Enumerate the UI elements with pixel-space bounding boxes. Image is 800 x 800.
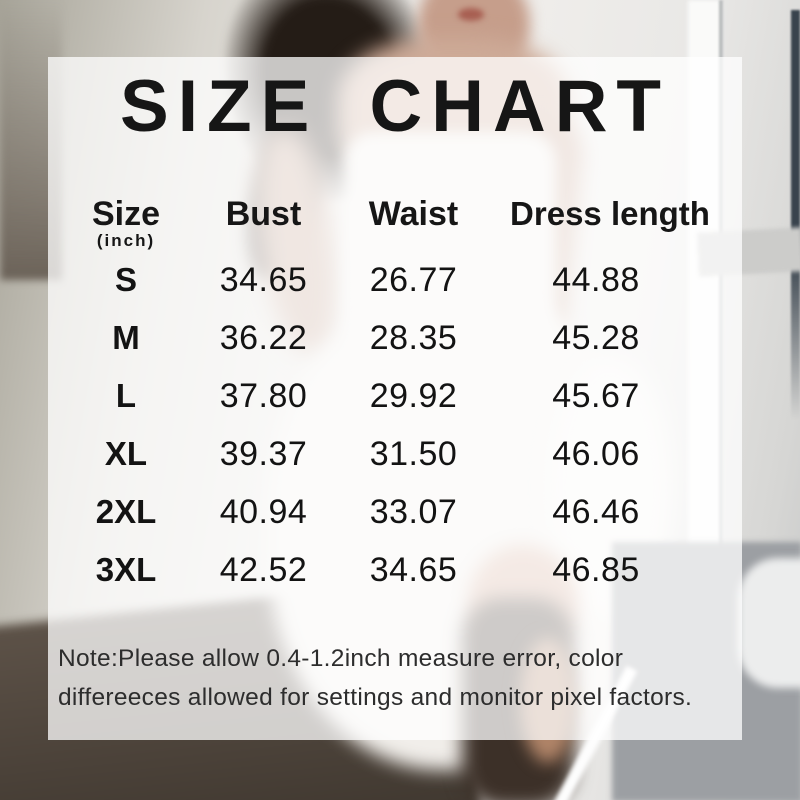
waist-cell: 31.50 [369,434,458,473]
size-cell: XL [104,435,148,472]
waist-cell: 33.07 [369,492,458,531]
white-overlay-panel: SIZE CHART Size (inch) Bust Waist Dress … [48,57,742,740]
page-title: SIZE CHART [120,66,670,147]
size-cell: 3XL [95,551,157,588]
bust-cell: 42.52 [219,550,308,589]
dress-length-cell: 46.85 [552,550,640,589]
waist-cell: 34.65 [369,550,458,589]
bust-cell: 37.80 [219,376,308,415]
table-row-m: M 36.22 28.35 45.28 [48,309,742,367]
size-cell: S [114,261,137,298]
waist-cell: 28.35 [369,318,458,357]
dress-length-cell: 44.88 [552,260,640,299]
dress-length-cell: 45.28 [552,318,640,357]
measure-note: Note:Please allow 0.4-1.2inch measure er… [58,639,734,717]
size-cell: L [115,377,137,414]
bathtub-shape [738,558,800,688]
bust-cell: 36.22 [219,318,308,357]
size-cell: M [112,319,140,356]
table-row-s: S 34.65 26.77 44.88 [48,251,742,309]
table-header-row: Size (inch) Bust Waist Dress length [48,195,742,250]
note-line-2: differeeces allowed for settings and mon… [58,684,693,711]
model-lips-shape [458,8,484,21]
table-row-xl: XL 39.37 31.50 46.06 [48,425,742,483]
size-unit-label: (inch) [96,230,156,250]
curtain-edge-shape [791,10,800,420]
col-header-waist: Waist [368,195,459,233]
dress-length-cell: 45.67 [552,376,640,415]
col-header-bust: Bust [225,195,302,233]
size-table-header: Size (inch) Bust Waist Dress length [48,195,742,250]
table-row-l: L 37.80 29.92 45.67 [48,367,742,425]
table-row-3xl: 3XL 42.52 34.65 46.85 [48,541,742,599]
bust-cell: 40.94 [219,492,308,531]
size-table-body: S 34.65 26.77 44.88 M 36.22 28.35 45.28 … [48,251,742,599]
col-header-size: Size (inch) [56,195,196,250]
dress-length-cell: 46.06 [552,434,640,473]
table-row-2xl: 2XL 40.94 33.07 46.46 [48,483,742,541]
waist-cell: 26.77 [369,260,458,299]
dress-length-cell: 46.46 [552,492,640,531]
col-header-dress-length: Dress length [510,195,710,232]
bust-cell: 39.37 [219,434,308,473]
waist-cell: 29.92 [369,376,458,415]
size-cell: 2XL [95,493,157,530]
bust-cell: 34.65 [219,260,308,299]
size-header-label: Size [91,195,161,233]
note-line-1: Note:Please allow 0.4-1.2inch measure er… [58,645,624,672]
